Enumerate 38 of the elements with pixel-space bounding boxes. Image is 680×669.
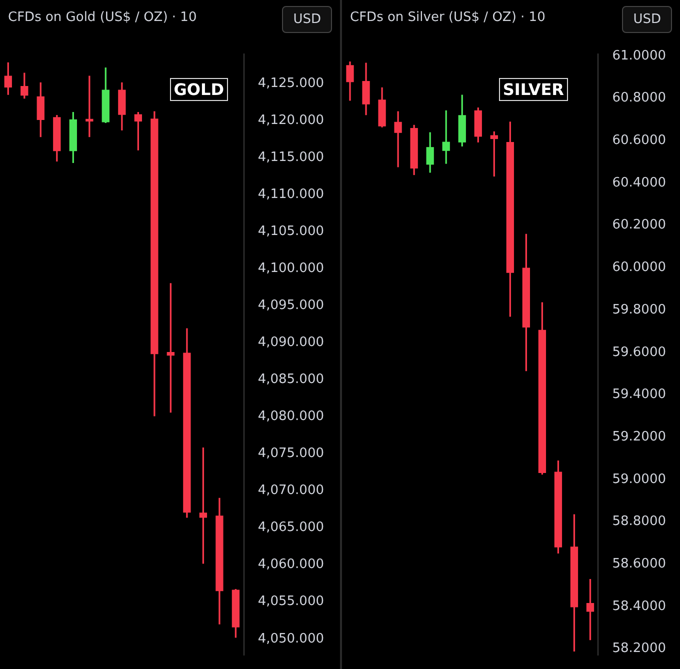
y-tick-label: 4,070.000 [258,483,324,498]
y-tick-label: 59.8000 [612,302,666,318]
y-tick-label: 58.4000 [612,598,666,614]
y-tick-label: 4,095.000 [258,298,324,313]
y-tick-label: 59.0000 [612,472,666,487]
chart-title: CFDs on Silver (US$ / OZ) · 10 [350,10,546,25]
candlestick [394,111,402,168]
y-tick-label: 60.2000 [612,218,666,233]
chart-title: CFDs on Gold (US$ / OZ) · 10 [8,10,197,25]
y-tick-label: 58.8000 [612,514,666,530]
y-tick-label: 4,050.000 [258,631,324,646]
y-tick-label: 4,100.000 [258,260,324,276]
y-tick-label: 4,110.000 [258,186,324,202]
y-tick-label: 4,060.000 [258,557,324,572]
annotation: SILVER [498,78,568,101]
y-tick-label: 58.6000 [612,556,666,572]
annotation: GOLD [170,78,228,101]
y-tick-label: 59.2000 [612,429,666,444]
y-tick-label: 4,105.000 [258,224,324,239]
y-tick-label: 4,090.000 [258,335,324,350]
text: USD [622,6,672,33]
y-tick-label: 4,055.000 [258,594,324,610]
y-tick-label: 4,115.000 [258,150,324,165]
y-tick-label: 4,085.000 [258,372,324,388]
y-tick-label: 4,075.000 [258,446,324,462]
y-tick-label: 60.4000 [612,175,666,190]
y-tick-label: 4,125.000 [258,76,324,91]
y-tick-label: 60.0000 [612,260,666,276]
y-tick-label: 60.8000 [612,90,666,106]
y-tick-label: 61.0000 [612,48,666,64]
y-tick-label: 60.6000 [612,132,666,148]
y-tick-label: 4,080.000 [258,409,324,424]
y-tick-label: 58.2000 [612,641,666,656]
y-tick-label: 59.6000 [612,344,666,360]
y-tick-label: 4,065.000 [258,520,324,536]
y-tick-label: 4,120.000 [258,112,324,128]
y-tick-label: 59.4000 [612,387,666,402]
text: USD [282,6,332,33]
